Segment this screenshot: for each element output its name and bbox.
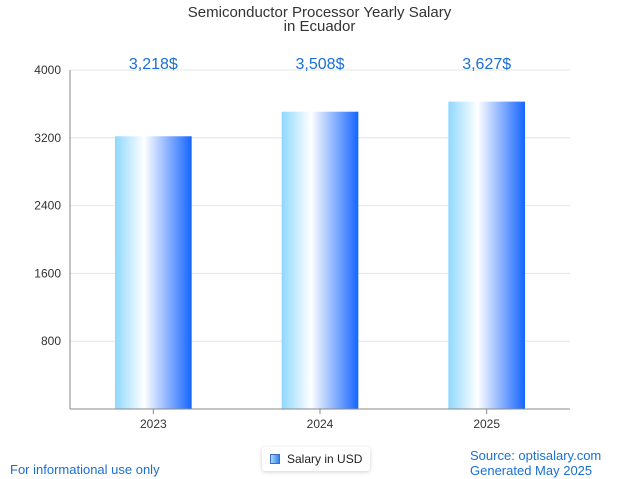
generated-date: Generated May 2025 — [470, 463, 593, 478]
y-tick-label: 3200 — [34, 131, 61, 145]
bars — [115, 101, 525, 410]
y-tick-label: 2400 — [34, 199, 61, 213]
bar-2025 — [448, 101, 525, 409]
data-label-2025: 3,627$ — [462, 56, 511, 73]
y-tick-label: 800 — [41, 334, 61, 348]
chart-title-line-2: in Ecuador — [283, 18, 356, 35]
y-tick-label: 1600 — [34, 266, 61, 280]
disclaimer-text: For informational use only — [10, 462, 160, 477]
x-tick-label-2023: 2023 — [140, 417, 167, 431]
source-link[interactable]: Source: optisalary.com — [470, 448, 602, 463]
labels: 800 1600 2400 3200 4000 3,218$ 2023 3,508$ 2024 3… — [34, 56, 511, 431]
legend[interactable]: Salary in USD — [262, 447, 371, 471]
legend-label: Salary in USD — [287, 452, 363, 466]
legend-swatch — [270, 454, 280, 464]
data-label-2024: 3,508$ — [296, 56, 345, 73]
y-tick-label: 4000 — [34, 63, 61, 77]
bar-2023 — [115, 136, 192, 409]
chart-title-line-1: Semiconductor Processor Yearly Salary — [187, 4, 452, 21]
axes — [69, 70, 570, 414]
bar-2024 — [281, 111, 359, 410]
x-tick-label-2025: 2025 — [473, 417, 500, 431]
x-tick-label-2024: 2024 — [307, 417, 334, 431]
data-label-2023: 3,218$ — [129, 56, 178, 73]
